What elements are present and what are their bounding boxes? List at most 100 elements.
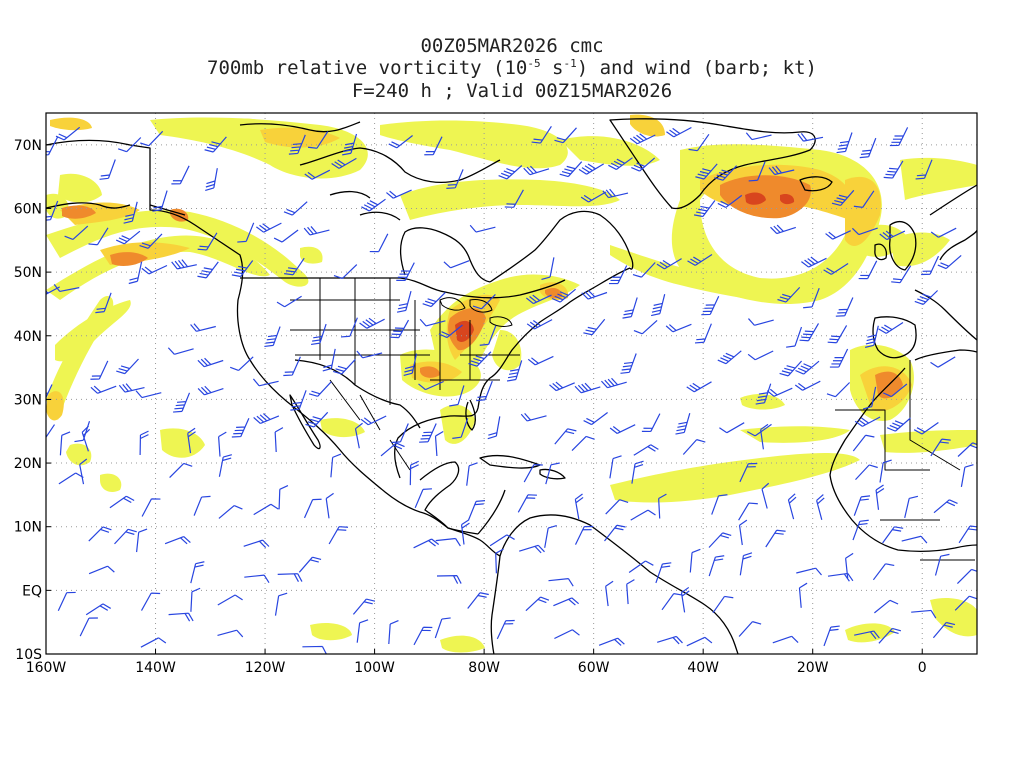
wind-barb (307, 131, 329, 149)
wind-barb (276, 295, 302, 308)
lon-label: 20W (797, 660, 829, 676)
wind-barb (168, 612, 194, 622)
wind-barb (123, 201, 138, 224)
wind-barb (768, 165, 795, 176)
wind-barb (391, 423, 409, 444)
lat-label: 30N (14, 392, 42, 408)
wind-barb (55, 126, 81, 141)
vorticity-max-band (455, 192, 795, 342)
wind-barb (746, 423, 772, 437)
us-canada-border (240, 277, 566, 299)
wind-barb (79, 458, 88, 485)
title-text-b: s (540, 57, 564, 79)
wind-barb (656, 258, 682, 270)
wind-barb (361, 198, 386, 212)
wind-barb (525, 294, 552, 305)
wind-barb (777, 286, 801, 303)
wind-barb (274, 592, 288, 616)
wind-barb (958, 525, 977, 544)
lon-label: 160W (26, 660, 67, 676)
wind-barb (380, 442, 405, 457)
wind-barb (714, 165, 738, 181)
wind-barb (608, 265, 628, 285)
wind-barb (99, 159, 116, 180)
wind-barb (253, 413, 280, 424)
wind-barb (452, 418, 469, 439)
wind-barb (333, 264, 358, 280)
wind-barb (190, 323, 216, 332)
wind-barb (553, 597, 580, 607)
wind-barb (574, 382, 601, 394)
wind-barb (761, 482, 770, 509)
wind-barb (57, 591, 76, 612)
wind-barb (95, 292, 112, 314)
lon-label: 140W (135, 660, 176, 676)
longitude-labels: 160W 140W 120W 100W 80W 60W 40W 20W 0 (26, 649, 927, 676)
africa-borders (835, 360, 975, 561)
wind-barb (641, 413, 661, 433)
wind-barb (904, 495, 919, 519)
wind-barb (608, 157, 633, 170)
wind-barb (915, 159, 933, 180)
wind-barb (747, 350, 774, 361)
wind-barb (786, 326, 803, 348)
wind-barb (580, 191, 607, 203)
wind-barb (858, 260, 878, 280)
wind-barb (708, 532, 732, 548)
lon-label: 40W (687, 660, 719, 676)
wind-barb (360, 415, 387, 426)
wind-barb (352, 598, 376, 615)
wind-barb (600, 377, 627, 389)
wind-barb (79, 617, 98, 637)
wind-barb (755, 383, 772, 405)
wind-barb (525, 596, 550, 612)
wind-barb (794, 380, 821, 391)
wind-barb (252, 378, 279, 387)
wind-barb (886, 417, 911, 432)
wind-barb (719, 422, 745, 434)
wind-barb (739, 462, 758, 483)
title-exp-b: -1 (563, 57, 577, 70)
wind-barb (694, 323, 712, 344)
wind-barb (354, 422, 363, 449)
wind-barb (290, 390, 307, 411)
wind-barb (527, 355, 554, 366)
wind-barb (717, 350, 742, 365)
wind-barb (386, 189, 412, 199)
wind-barb (489, 534, 515, 547)
wind-barb (859, 137, 877, 159)
wind-barb (651, 294, 666, 317)
wind-barb (787, 493, 797, 520)
wind-barb (712, 595, 734, 614)
wind-barb (665, 323, 692, 333)
wind-barb (135, 390, 162, 399)
wind-barb (340, 317, 358, 338)
wind-barb (551, 288, 576, 303)
wind-barb (90, 360, 109, 380)
wind-barb (879, 459, 892, 483)
wind-barb (190, 561, 205, 584)
wind-barb (545, 462, 560, 485)
wind-barb (711, 494, 728, 515)
lat-label: 70N (14, 138, 42, 154)
wind-barb (435, 537, 461, 547)
wind-barb (273, 229, 299, 243)
title-text-c: ) and wind (barb; kt) (576, 57, 817, 79)
wind-barb (855, 464, 878, 481)
wind-barb (396, 262, 415, 282)
wind-barb (554, 428, 577, 445)
map-title-line3: F=240 h ; Valid 00Z15MAR2026 (351, 80, 673, 102)
wind-barb (487, 416, 501, 440)
wind-barb (217, 629, 244, 638)
wind-barb (559, 161, 583, 178)
wind-barb (322, 348, 336, 372)
wind-barb (901, 535, 928, 544)
britain-coast (889, 221, 917, 271)
wind-barb (114, 528, 137, 545)
lat-label: EQ (22, 583, 42, 599)
wind-barb (356, 619, 369, 643)
wind-barb (554, 127, 577, 144)
gulf-of-alaska-coast (149, 204, 186, 216)
wind-barb (519, 544, 545, 554)
wind-barb (578, 163, 605, 175)
